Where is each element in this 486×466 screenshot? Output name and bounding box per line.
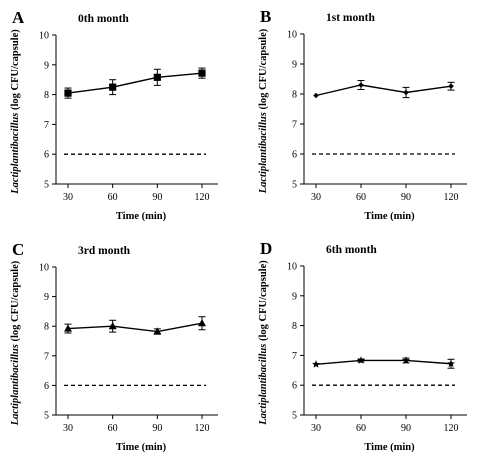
y-tick-label: 10 [287,262,297,273]
y-axis-label-italic: Lactiplantibacillus [258,112,269,194]
panel-a: A 0th month 5 6 7 8 9 10 30 60 90 120 Time (min) Lact… [10,8,218,222]
y-tick-label: 5 [44,411,49,422]
data-point-1 [109,83,117,91]
series-line [67,322,203,333]
data-point-2 [403,89,409,96]
x-tick-label: 90 [401,192,411,203]
y-axis-label-rest: (log CFU/capsule) [258,260,269,344]
data-point-3 [198,319,206,327]
y-tick-label: 9 [44,292,49,303]
x-tick-label: 30 [311,423,321,434]
data-point-2 [402,356,410,364]
panel-letter: D [260,239,272,258]
panel-title: 3rd month [78,245,131,257]
data-point-1 [357,356,365,364]
x-tick-label: 90 [401,423,411,434]
panel-title: 6th month [326,244,377,256]
panel-title: 1st month [326,12,375,24]
panel-c: C 3rd month 5 6 7 8 9 10 30 60 90 120 Time (min) Lact… [10,240,218,453]
y-tick-label: 7 [44,120,49,131]
y-axis-label-rest: (log CFU/capsule) [10,29,21,113]
data-point-2 [153,327,162,335]
data-point-0 [64,89,72,97]
x-tick-label: 120 [195,192,210,203]
y-tick-label: 7 [292,120,297,131]
x-tick-label: 60 [108,423,118,434]
y-axis-label-italic: Lactiplantibacillus [10,113,21,195]
data-point-0 [313,92,319,99]
panel-letter: C [12,240,24,259]
y-tick-label: 5 [44,180,49,191]
y-tick-label: 7 [292,351,297,362]
panel-letter: A [12,8,25,27]
y-tick-label: 9 [292,291,297,302]
series-line [67,72,203,94]
y-tick-label: 9 [44,60,49,71]
y-tick-label: 10 [39,31,49,42]
x-tick-label: 30 [63,423,73,434]
y-axis-label: Lactiplantibacillus (log CFU/capsule) [10,260,21,426]
data-point-1 [108,322,117,330]
data-point-3 [447,359,455,368]
y-axis-label: Lactiplantibacillus (log CFU/capsule) [258,28,269,194]
data-point-3 [198,69,206,77]
data-point-3 [448,83,454,89]
y-tick-label: 6 [44,381,49,392]
panel-letter: B [260,7,271,26]
y-axis-label-rest: (log CFU/capsule) [10,260,21,344]
x-axis-label: Time (min) [116,211,167,222]
data-point-0 [312,360,320,368]
series-line [315,359,452,366]
x-tick-label: 90 [152,192,162,203]
x-tick-label: 60 [356,192,366,203]
y-tick-label: 9 [292,60,297,71]
y-axis-label-italic: Lactiplantibacillus [258,344,269,426]
panel-title: 0th month [78,13,129,25]
y-axis-label-italic: Lactiplantibacillus [10,344,21,426]
x-axis-label: Time (min) [116,442,167,453]
data-point-2 [153,73,161,81]
x-tick-label: 30 [311,192,321,203]
y-tick-label: 8 [292,321,297,332]
y-tick-label: 10 [287,30,297,41]
x-tick-label: 120 [444,192,459,203]
y-axis-label: Lactiplantibacillus (log CFU/capsule) [258,260,269,426]
y-tick-label: 8 [44,322,49,333]
y-axis-label: Lactiplantibacillus (log CFU/capsule) [10,29,21,195]
y-tick-label: 6 [292,150,297,161]
series-line [315,84,452,97]
x-tick-label: 120 [195,423,210,434]
y-tick-label: 5 [292,411,297,422]
x-tick-label: 60 [108,192,118,203]
x-tick-label: 30 [63,192,73,203]
data-point-0 [64,324,72,332]
x-tick-label: 90 [152,423,162,434]
y-tick-label: 6 [44,150,49,161]
x-tick-label: 120 [444,423,459,434]
data-point-1 [358,82,364,88]
y-tick-label: 8 [292,90,297,101]
panel-b: B 1st month 5 6 7 8 9 10 30 60 90 120 Time (min) Lact… [258,7,467,222]
y-tick-label: 10 [39,263,49,274]
x-axis-label: Time (min) [364,211,415,222]
y-tick-label: 5 [292,180,297,191]
y-tick-label: 6 [292,381,297,392]
panel-d: D 6th month 5 6 7 8 9 10 30 60 90 120 Time (min) Lact… [258,239,467,453]
x-tick-label: 60 [356,423,366,434]
x-axis-label: Time (min) [364,442,415,453]
y-tick-label: 7 [44,351,49,362]
y-tick-label: 8 [44,90,49,101]
y-axis-label-rest: (log CFU/capsule) [258,28,269,112]
